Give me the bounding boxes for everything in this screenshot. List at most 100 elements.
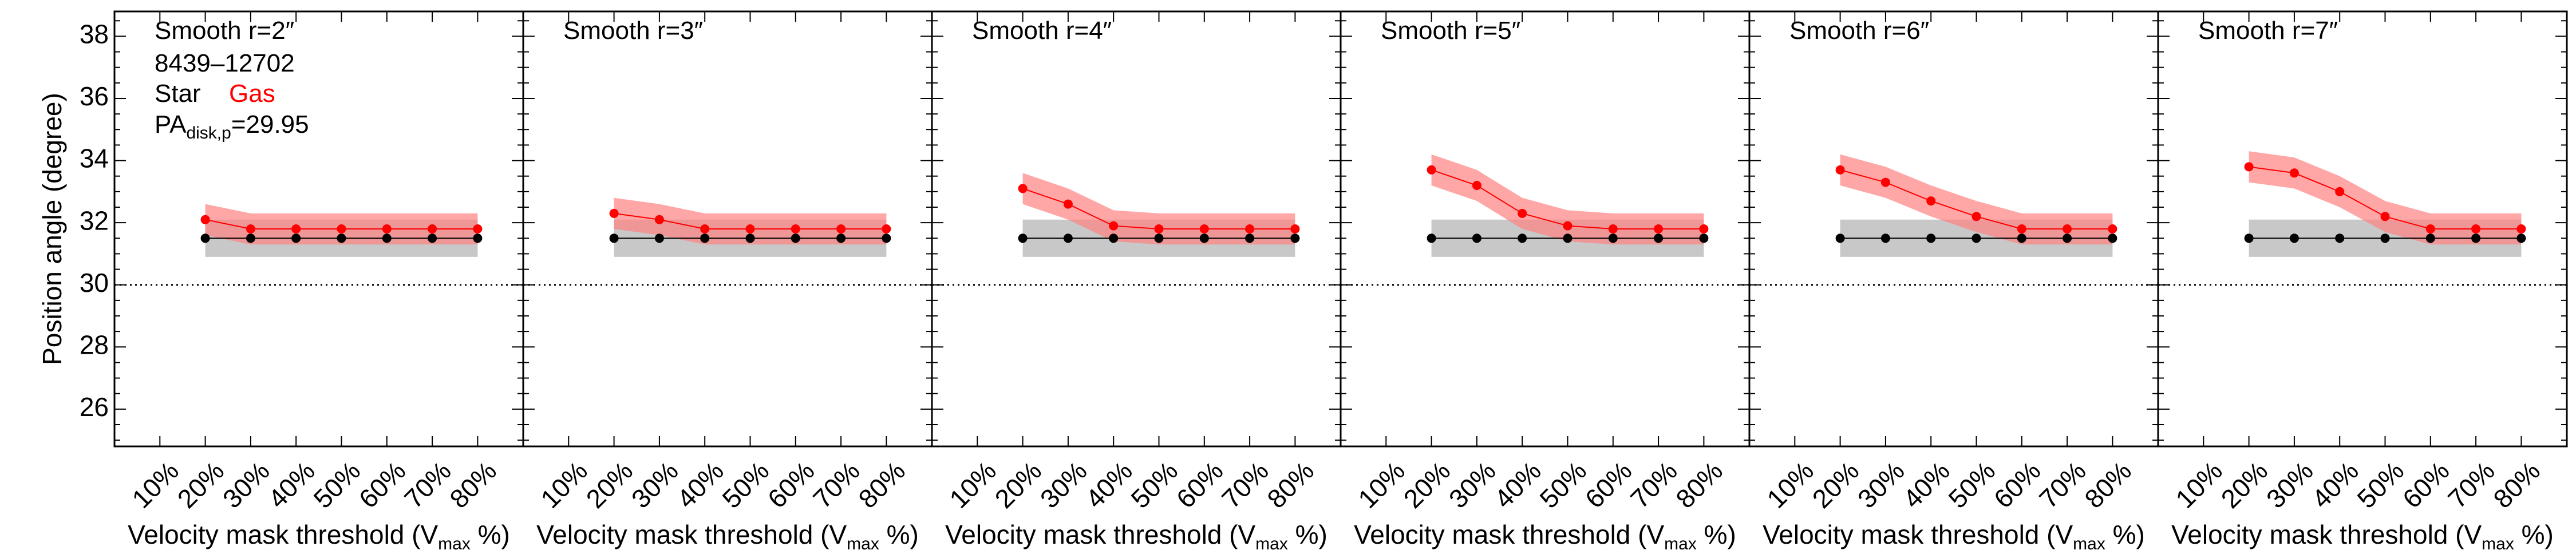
gas-band bbox=[1431, 154, 1704, 245]
x-tick-label: 80% bbox=[2487, 456, 2546, 514]
star-point bbox=[2335, 234, 2345, 243]
gas-point bbox=[1654, 224, 1664, 234]
gas-point bbox=[2335, 187, 2345, 196]
gas-point bbox=[1290, 224, 1300, 234]
star-point bbox=[2516, 234, 2526, 243]
x-tick-label: 30% bbox=[217, 456, 275, 514]
star-point bbox=[1245, 234, 1255, 243]
x-tick-label: 50% bbox=[1942, 456, 2001, 514]
x-tick-label: 30% bbox=[1443, 456, 1502, 514]
gas-point bbox=[882, 224, 891, 234]
star-point bbox=[1518, 234, 1527, 243]
x-tick-label: 60% bbox=[1579, 456, 1638, 514]
x-tick-label: 40% bbox=[1897, 456, 1955, 514]
gas-point bbox=[1563, 221, 1573, 231]
panel-title: Smooth r=4″ bbox=[972, 17, 1112, 45]
gas-point bbox=[2471, 224, 2481, 234]
y-tick-label: 28 bbox=[80, 330, 109, 359]
x-tick-label: 40% bbox=[1080, 456, 1138, 514]
x-tick-label: 40% bbox=[262, 456, 321, 514]
panel-1: 10%20%30%40%50%60%70%80% 26 28 30 32 34 36 38 Sm… bbox=[80, 10, 524, 553]
gas-point bbox=[1109, 221, 1119, 231]
x-tick-label: 50% bbox=[307, 456, 366, 514]
panel-2: 10%20%30%40%50%60%70%80% Smooth r=3″ Veloc… bbox=[522, 10, 933, 553]
gas-point bbox=[2380, 212, 2390, 221]
panel-5: 10%20%30%40%50%60%70%80% Smooth r=6″ Veloc… bbox=[1748, 10, 2159, 553]
star-point bbox=[428, 234, 437, 243]
x-tick-label: 20% bbox=[2215, 456, 2274, 514]
star-point bbox=[2244, 234, 2254, 243]
gas-point bbox=[1154, 224, 1164, 234]
gas-point bbox=[200, 215, 210, 224]
y-tick-label: 32 bbox=[80, 205, 109, 235]
y-axis-title: Position angle (degree) bbox=[37, 93, 67, 365]
star-point bbox=[200, 234, 210, 243]
x-tick-label: 70% bbox=[1216, 456, 1274, 514]
y-tick-label: 30 bbox=[80, 268, 109, 298]
star-point bbox=[2380, 234, 2390, 243]
x-tick-label: 80% bbox=[1261, 456, 1319, 514]
x-tick-label: 50% bbox=[2351, 456, 2409, 514]
x-tick-label: 30% bbox=[1852, 456, 1910, 514]
gas-point bbox=[473, 224, 483, 234]
star-point bbox=[1154, 234, 1164, 243]
gas-point bbox=[1880, 177, 1890, 187]
x-tick-label: 60% bbox=[1171, 456, 1229, 514]
gas-band bbox=[1840, 154, 2113, 245]
star-point bbox=[1427, 234, 1436, 243]
gas-point bbox=[2516, 224, 2526, 234]
gas-point bbox=[1472, 181, 1481, 190]
gas-point bbox=[1427, 165, 1436, 175]
gas-point bbox=[2063, 224, 2072, 234]
gas-point bbox=[1018, 184, 1028, 193]
x-tick-label: 10% bbox=[943, 456, 1002, 514]
x-axis-title: Velocity mask threshold (Vmax %) bbox=[128, 520, 510, 553]
x-tick-label: 10% bbox=[126, 456, 184, 514]
star-point bbox=[654, 234, 664, 243]
star-point bbox=[836, 234, 846, 243]
gas-point bbox=[2289, 168, 2299, 178]
x-tick-label: 20% bbox=[1807, 456, 1865, 514]
legend-star: Star bbox=[155, 80, 201, 108]
star-point bbox=[2063, 234, 2072, 243]
gas-point bbox=[246, 224, 255, 234]
x-axis-title: Velocity mask threshold (Vmax %) bbox=[536, 520, 919, 553]
star-point bbox=[700, 234, 710, 243]
gas-point bbox=[1518, 208, 1527, 218]
x-tick-label: 70% bbox=[2033, 456, 2092, 514]
star-point bbox=[1971, 234, 1981, 243]
star-point bbox=[2017, 234, 2026, 243]
star-point bbox=[1109, 234, 1119, 243]
gas-band bbox=[205, 204, 478, 245]
x-axis-title: Velocity mask threshold (Vmax %) bbox=[1354, 520, 1736, 553]
panel-title: Smooth r=7″ bbox=[2198, 17, 2338, 45]
gas-band bbox=[1022, 173, 1295, 245]
gas-point bbox=[836, 224, 846, 234]
panel-4: 10%20%30%40%50%60%70%80% Smooth r=5″ Veloc… bbox=[1340, 10, 1751, 553]
x-tick-label: 70% bbox=[2442, 456, 2500, 514]
star-point bbox=[1608, 234, 1618, 243]
panel-title: Smooth r=2″ bbox=[155, 17, 294, 45]
x-tick-label: 50% bbox=[1534, 456, 1592, 514]
y-tick-label: 26 bbox=[80, 392, 109, 422]
x-tick-label: 80% bbox=[2079, 456, 2137, 514]
x-tick-label: 40% bbox=[671, 456, 729, 514]
star-point bbox=[1699, 234, 1709, 243]
gas-point bbox=[1245, 224, 1255, 234]
star-point bbox=[1880, 234, 1890, 243]
x-tick-label: 50% bbox=[716, 456, 775, 514]
y-tick-label: 34 bbox=[80, 144, 109, 173]
x-tick-label: 20% bbox=[989, 456, 1048, 514]
x-tick-label: 60% bbox=[1988, 456, 2046, 514]
x-tick-label: 20% bbox=[172, 456, 230, 514]
gas-point bbox=[2108, 224, 2117, 234]
y-tick-label: 36 bbox=[80, 81, 109, 111]
x-tick-label: 20% bbox=[1398, 456, 1456, 514]
gas-point bbox=[291, 224, 301, 234]
x-tick-label: 80% bbox=[1670, 456, 1728, 514]
panel-title: Smooth r=3″ bbox=[563, 17, 703, 45]
star-point bbox=[2289, 234, 2299, 243]
star-point bbox=[2471, 234, 2481, 243]
star-point bbox=[1063, 234, 1073, 243]
